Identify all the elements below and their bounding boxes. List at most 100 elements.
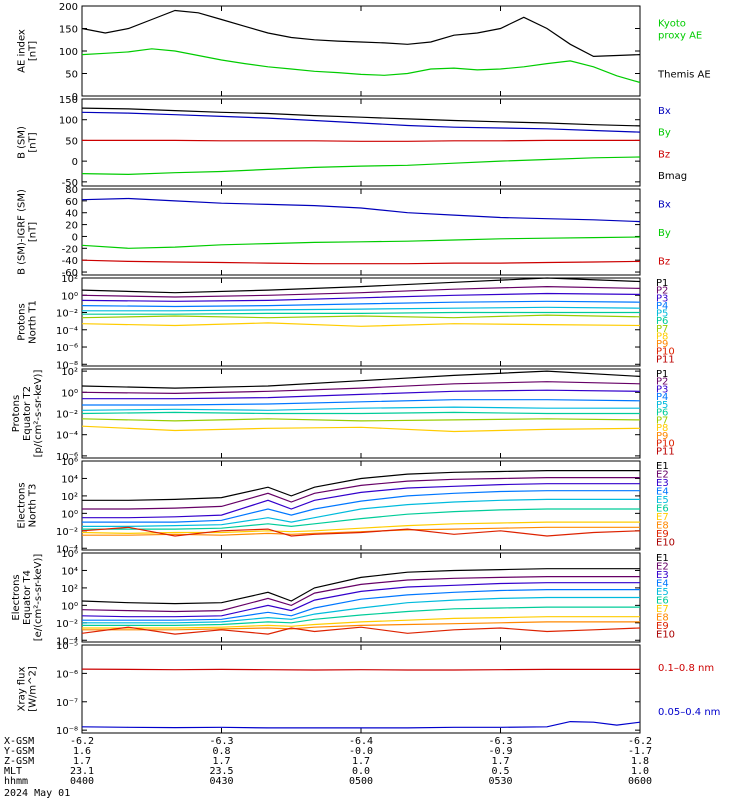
footer-date: 2024 May 01: [4, 788, 70, 799]
legend-P6: P6: [656, 316, 668, 327]
legend-P1: P1: [656, 278, 668, 289]
series-P3-line: [81, 292, 641, 302]
y-tick-label: 80: [65, 185, 78, 196]
y-tick-label: 150: [59, 95, 78, 106]
y-tick-label: -50: [62, 178, 78, 189]
series-E3-line: [81, 582, 640, 618]
series-P6-line: [82, 311, 640, 315]
y-tick-label: 10⁻⁶: [56, 669, 78, 680]
series-P7-line: [81, 418, 641, 422]
y-axis-label: [e/(cm²-s-sr-keV)]: [33, 554, 44, 642]
y-tick-label: 10⁶: [61, 549, 78, 560]
series-E2-line: [82, 477, 640, 510]
footer-value: -0.9: [488, 746, 512, 757]
legend-E5: E5: [656, 495, 669, 506]
series-P2-line: [81, 285, 641, 298]
series-P7-line: [81, 314, 641, 319]
series-E7-line: [82, 616, 640, 629]
y-tick-label: 40: [65, 209, 78, 220]
legend-P5: P5: [656, 309, 668, 320]
legend-Bz: Bz: [658, 257, 670, 268]
panel-frame: [81, 460, 641, 551]
y-axis-label: [p/(cm²-s-sr-keV)]: [33, 370, 44, 458]
series-0.1–0.8 nm-line: [81, 668, 640, 671]
series-E9-line: [81, 526, 641, 537]
y-tick-label: 10⁻²: [56, 309, 78, 320]
legend-0.05–0.4 nm: 0.05–0.4 nm: [658, 707, 720, 718]
legend-Themis AE: Themis AE: [657, 70, 711, 81]
footer-value: -1.7: [628, 746, 652, 757]
footer-value: 1.6: [73, 746, 91, 757]
legend-E2: E2: [656, 470, 669, 481]
y-tick-label: 10⁻²: [56, 619, 78, 630]
legend-E3: E3: [656, 478, 669, 489]
y-tick-label: 10⁻⁴: [56, 326, 78, 337]
legend-P1: P1: [656, 369, 668, 380]
series-By-line: [81, 236, 641, 249]
series-Kyoto proxy AE-line: [81, 48, 641, 84]
series-P2-line: [81, 381, 641, 395]
panel-frame: [81, 277, 641, 367]
legend-By: By: [658, 228, 671, 239]
y-axis-label: Equator T2: [22, 386, 33, 441]
footer-value: -6.2: [628, 736, 652, 747]
y-tick-label: 20: [65, 221, 78, 232]
y-tick-label: -20: [62, 244, 78, 255]
series-P3-line: [82, 389, 641, 400]
legend-P3: P3: [656, 293, 668, 304]
footer-value: 0500: [349, 776, 373, 787]
y-axis-label: Protons: [17, 303, 28, 340]
y-tick-label: 100: [59, 47, 78, 58]
legend-P6: P6: [656, 408, 668, 419]
series-P5-line: [82, 306, 641, 312]
footer-table: X-GSM -6.2 -6.3 -6.4 -6.3 -6.2 Y-GSM 1.6 0.8 -0.0…: [4, 736, 652, 799]
legend-E6: E6: [656, 596, 669, 607]
panel-frame: [81, 644, 641, 734]
y-tick-label: 10⁴: [61, 566, 78, 577]
series-E1-line: [81, 568, 640, 605]
series-P1-line: [81, 370, 641, 389]
y-tick-label: 150: [59, 25, 78, 36]
legend-Kyoto proxy AE: Kyoto: [658, 19, 686, 30]
footer-value: -6.2: [70, 736, 94, 747]
series-0.05–0.4 nm-line: [81, 720, 641, 729]
y-axis-label: Electrons: [11, 574, 22, 620]
legend-E1: E1: [656, 461, 669, 472]
y-axis-label: North T3: [28, 484, 39, 528]
legend-E2: E2: [656, 562, 669, 573]
footer-row-label: hhmm: [4, 776, 28, 787]
y-tick-label: 10⁻⁷: [56, 698, 78, 709]
panel-ee: 10⁶ 10⁴ 10² 10⁰ 10⁻² 10⁻⁴ Electrons Equator T4[…: [11, 549, 675, 647]
y-axis-label: [W/m^2]: [28, 666, 39, 712]
footer-value: 0.0: [352, 766, 370, 777]
series-E4-line: [82, 490, 640, 523]
series-Bx-line: [81, 197, 641, 223]
series-P8-line: [81, 425, 641, 433]
series-E1-line: [82, 470, 640, 501]
footer-row-label: Y-GSM: [4, 746, 34, 757]
footer-value: -6.3: [488, 736, 512, 747]
footer-value: 0430: [209, 776, 233, 787]
series-By-line: [81, 156, 641, 176]
y-tick-label: 10²: [61, 367, 78, 378]
y-axis-label: AE index: [17, 29, 28, 73]
legend-P9: P9: [656, 431, 668, 442]
footer-value: -6.3: [209, 736, 233, 747]
panel-bsm: 150 100 50 0 -50 B (SM) [nT] Bx By Bz Bmag: [17, 95, 688, 189]
y-axis-label: North T1: [28, 300, 39, 344]
y-tick-label: 60: [65, 197, 78, 208]
legend-P8: P8: [656, 423, 668, 434]
y-tick-label: 10⁻⁴: [56, 544, 78, 555]
y-tick-label: 0: [72, 157, 78, 168]
legend-Bmag: Bmag: [658, 171, 687, 182]
y-axis-label: [nT]: [28, 132, 39, 152]
legend-P4: P4: [656, 301, 668, 312]
series-P4-line: [81, 300, 641, 308]
y-axis-label: B (SM): [17, 126, 28, 159]
y-tick-label: 10⁻⁴: [56, 636, 78, 647]
legend-P7: P7: [656, 324, 668, 335]
series-E7-line: [81, 521, 640, 535]
